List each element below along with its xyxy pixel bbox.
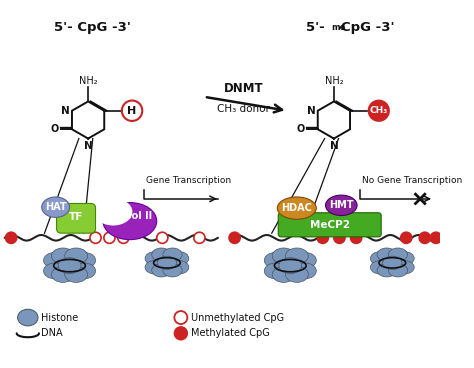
- Text: Unmethylated CpG: Unmethylated CpG: [191, 312, 284, 323]
- Circle shape: [229, 232, 240, 243]
- Ellipse shape: [264, 263, 287, 279]
- Circle shape: [401, 232, 412, 243]
- Ellipse shape: [73, 252, 96, 268]
- Ellipse shape: [377, 263, 396, 277]
- Text: N: N: [307, 106, 316, 116]
- Ellipse shape: [279, 258, 302, 273]
- Ellipse shape: [388, 263, 408, 277]
- Ellipse shape: [377, 248, 396, 261]
- Ellipse shape: [293, 263, 316, 279]
- Ellipse shape: [277, 197, 316, 219]
- Text: CH₃: CH₃: [370, 106, 388, 115]
- Text: CH₃ donor: CH₃ donor: [218, 103, 270, 113]
- Ellipse shape: [52, 266, 74, 282]
- Ellipse shape: [58, 258, 81, 273]
- Text: Gene Transcription: Gene Transcription: [146, 176, 231, 185]
- Ellipse shape: [157, 256, 177, 269]
- Ellipse shape: [44, 252, 66, 268]
- Ellipse shape: [170, 261, 189, 274]
- Text: 5'-: 5'-: [306, 21, 329, 34]
- Ellipse shape: [285, 248, 309, 264]
- Text: H: H: [128, 106, 137, 116]
- Text: Methylated CpG: Methylated CpG: [191, 328, 270, 338]
- Ellipse shape: [383, 256, 402, 269]
- Circle shape: [334, 232, 345, 243]
- Text: Rpol II: Rpol II: [117, 212, 152, 222]
- Text: Histone: Histone: [41, 312, 78, 323]
- Text: N: N: [329, 141, 338, 151]
- Text: MeCP2: MeCP2: [310, 220, 350, 230]
- Circle shape: [317, 232, 328, 243]
- Circle shape: [194, 232, 205, 243]
- FancyBboxPatch shape: [56, 204, 96, 233]
- Ellipse shape: [95, 199, 132, 225]
- Text: DNMT: DNMT: [224, 82, 264, 95]
- FancyBboxPatch shape: [278, 213, 381, 237]
- Ellipse shape: [145, 261, 164, 274]
- Circle shape: [6, 232, 17, 243]
- Text: NH₂: NH₂: [79, 76, 98, 86]
- Circle shape: [157, 232, 168, 243]
- Ellipse shape: [370, 252, 390, 265]
- Ellipse shape: [145, 252, 164, 265]
- Circle shape: [351, 232, 362, 243]
- Ellipse shape: [65, 248, 88, 264]
- Text: HMT: HMT: [329, 200, 354, 210]
- Text: HDAC: HDAC: [282, 203, 312, 213]
- Ellipse shape: [42, 197, 70, 217]
- Ellipse shape: [388, 248, 408, 261]
- Ellipse shape: [272, 248, 295, 264]
- Text: No Gene Transcription: No Gene Transcription: [362, 176, 462, 185]
- Ellipse shape: [65, 266, 88, 282]
- Ellipse shape: [370, 261, 390, 274]
- Text: O: O: [51, 124, 59, 134]
- Text: N: N: [61, 106, 70, 116]
- Ellipse shape: [152, 263, 171, 277]
- Text: HAT: HAT: [45, 202, 66, 212]
- Text: N: N: [84, 141, 92, 151]
- Ellipse shape: [163, 263, 182, 277]
- Ellipse shape: [170, 252, 189, 265]
- Circle shape: [104, 232, 115, 243]
- Ellipse shape: [293, 252, 316, 268]
- Ellipse shape: [264, 252, 287, 268]
- Ellipse shape: [326, 195, 357, 216]
- Circle shape: [118, 232, 129, 243]
- Ellipse shape: [73, 263, 96, 279]
- Ellipse shape: [52, 248, 74, 264]
- Circle shape: [90, 232, 101, 243]
- Ellipse shape: [152, 248, 171, 261]
- Circle shape: [368, 100, 390, 122]
- Text: CpG -3': CpG -3': [341, 21, 395, 34]
- Ellipse shape: [18, 309, 38, 326]
- Text: 5'- CpG -3': 5'- CpG -3': [55, 21, 131, 34]
- Ellipse shape: [395, 261, 414, 274]
- Text: O: O: [297, 124, 305, 134]
- Circle shape: [419, 232, 430, 243]
- Ellipse shape: [163, 248, 182, 261]
- Text: NH₂: NH₂: [325, 76, 343, 86]
- Ellipse shape: [103, 202, 157, 240]
- Text: DNA: DNA: [41, 328, 63, 338]
- Text: TF: TF: [69, 212, 83, 222]
- Circle shape: [430, 232, 441, 243]
- Circle shape: [174, 311, 187, 324]
- Ellipse shape: [395, 252, 414, 265]
- Ellipse shape: [272, 266, 295, 282]
- Ellipse shape: [44, 263, 66, 279]
- Circle shape: [174, 327, 187, 340]
- Ellipse shape: [285, 266, 309, 282]
- Text: me: me: [331, 22, 346, 32]
